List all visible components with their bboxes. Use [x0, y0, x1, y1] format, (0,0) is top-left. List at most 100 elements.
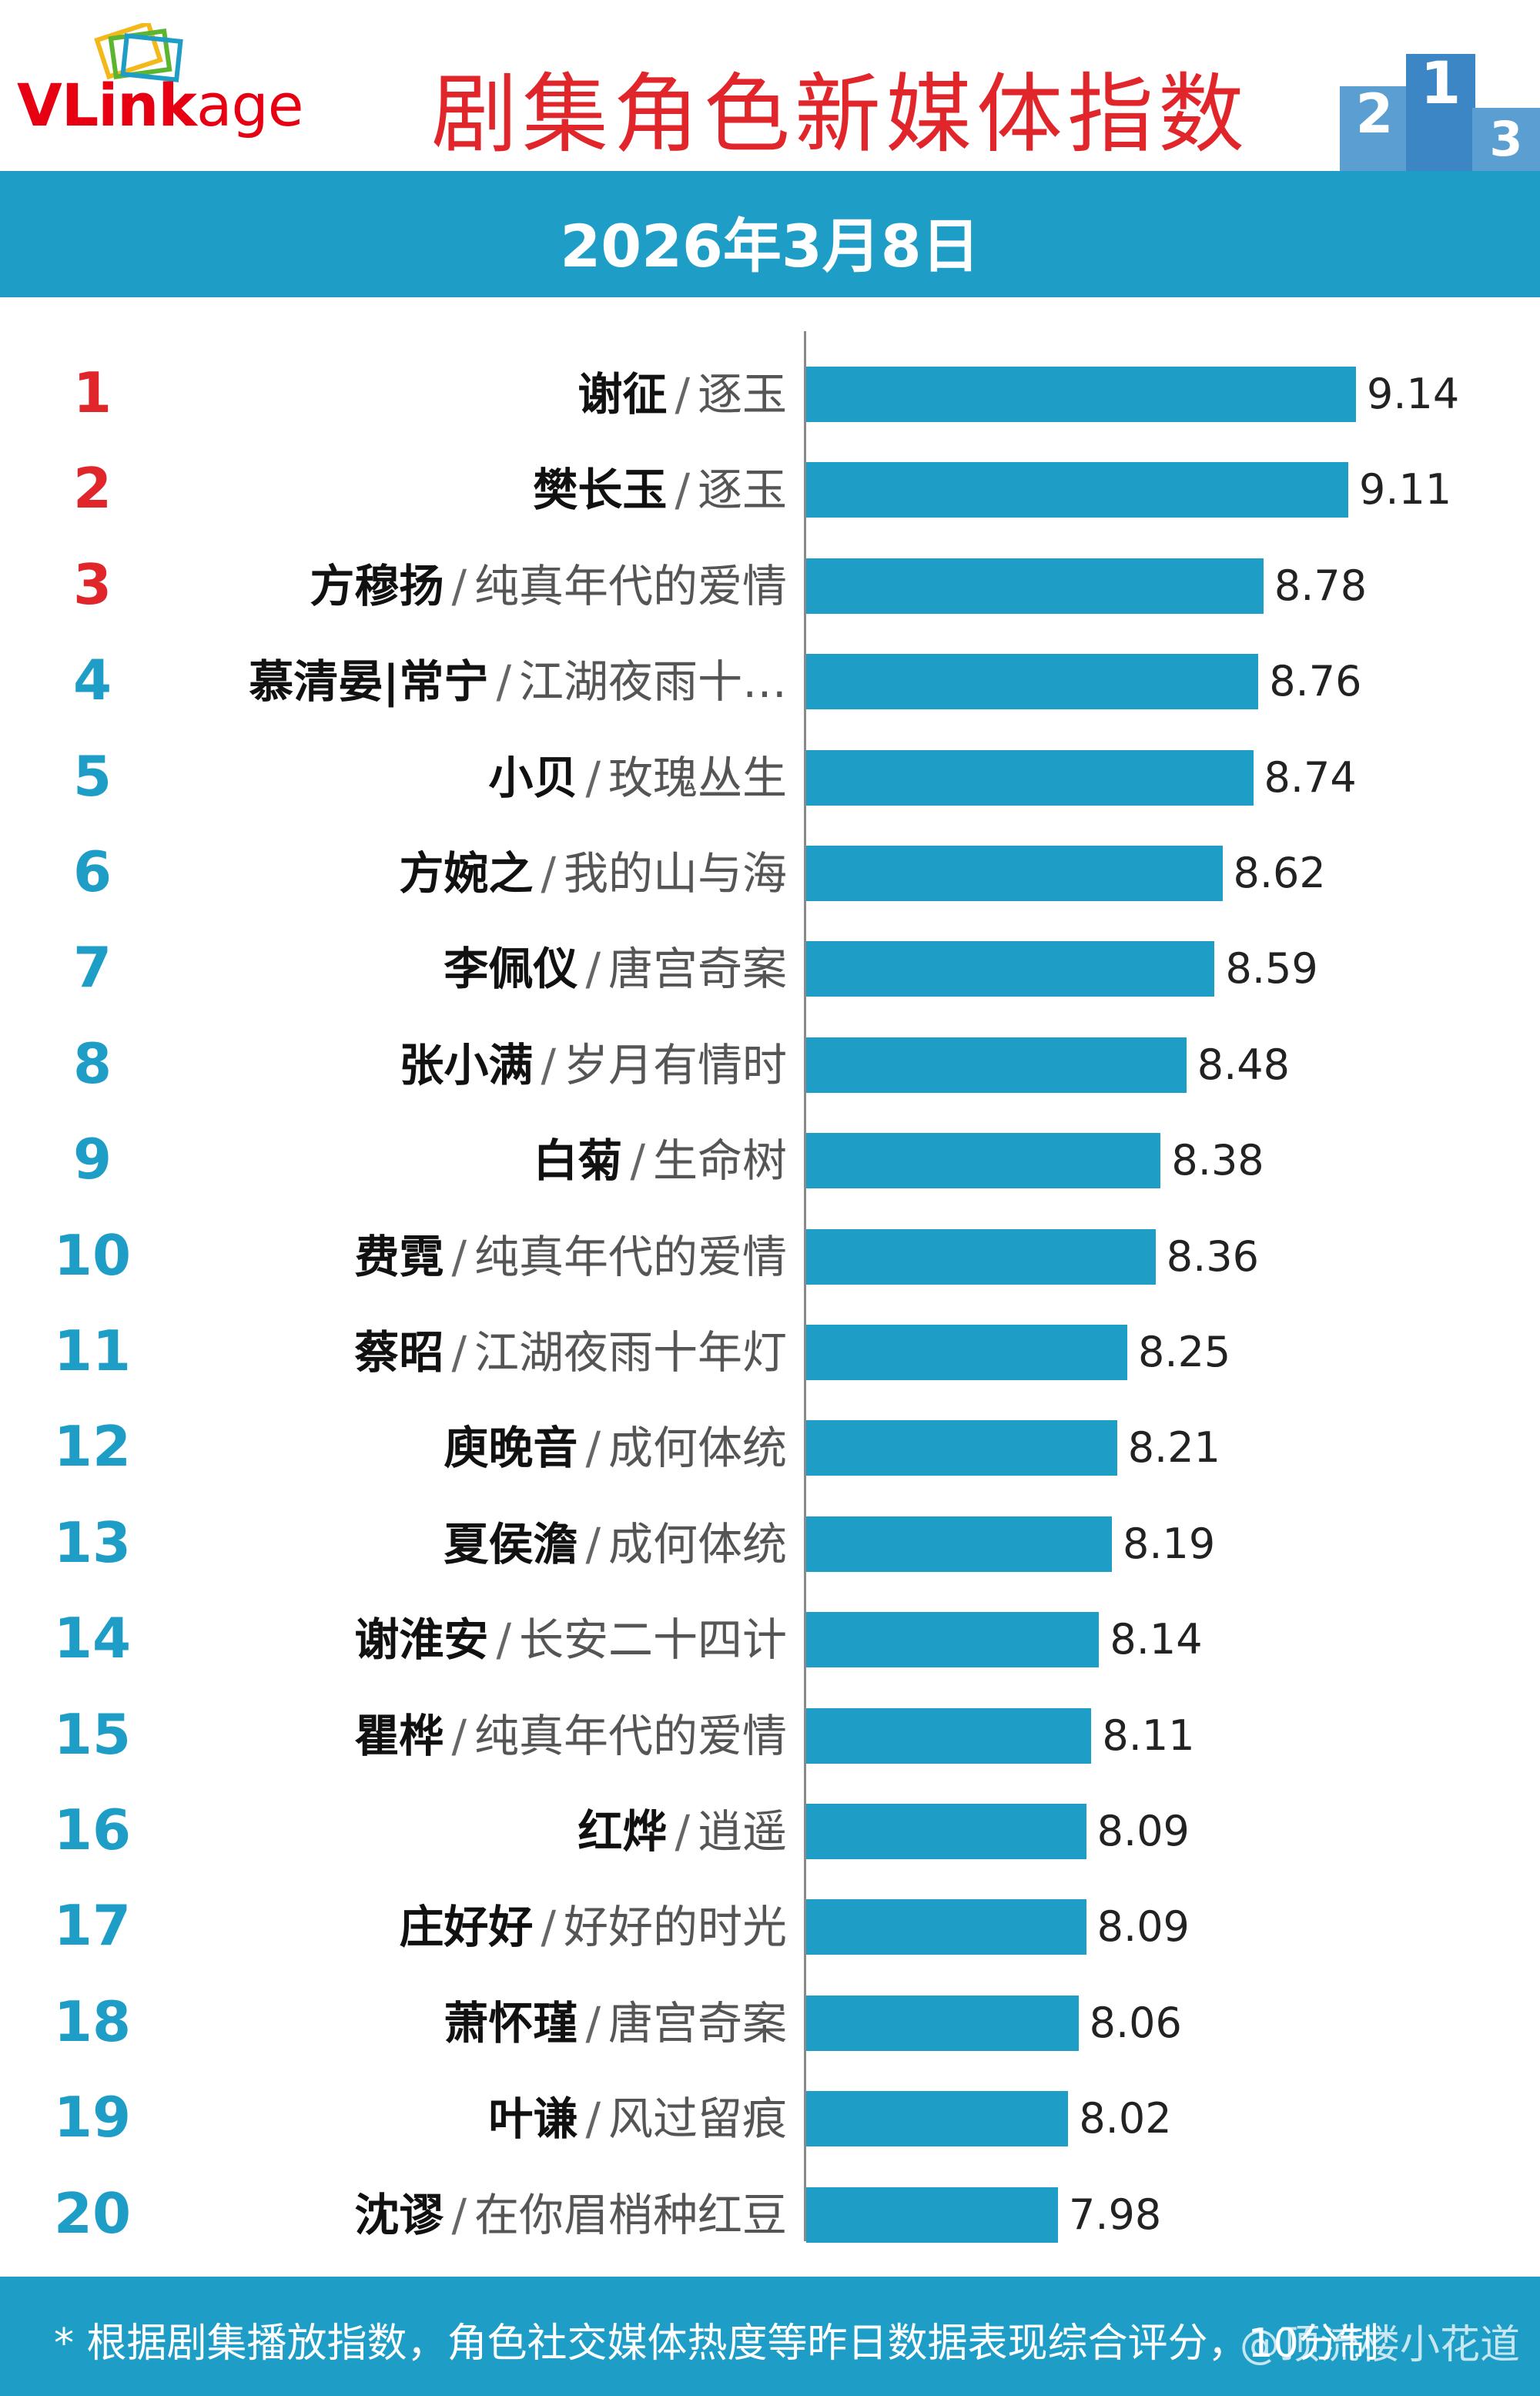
label-separator: / — [541, 847, 556, 900]
podium-label-2: 2 — [1356, 82, 1394, 146]
chart-row: 17 庄好好 / 好好的时光 8.09 — [0, 1879, 1540, 1975]
show-title: 逐玉 — [697, 464, 787, 517]
chart-bar — [806, 1420, 1117, 1476]
bar-value-label: 8.36 — [1166, 1232, 1259, 1281]
row-label: 瞿桦 / 纯真年代的爱情 — [354, 1707, 787, 1765]
label-separator: / — [585, 2093, 601, 2146]
bar-value-label: 8.76 — [1269, 657, 1362, 706]
chart-bar — [806, 558, 1264, 614]
show-title: 我的山与海 — [563, 847, 787, 900]
show-title: 唐宫奇案 — [608, 1996, 787, 2049]
bar-value-label: 7.98 — [1068, 2190, 1162, 2239]
bar-value-label: 8.11 — [1102, 1711, 1195, 1760]
podium-icon: 2 1 3 — [1340, 49, 1540, 171]
character-name: 费霓 — [354, 1230, 444, 1283]
chart-bar — [806, 1707, 1092, 1764]
rank-number: 14 — [53, 1606, 132, 1671]
show-title: 纯真年代的爱情 — [474, 559, 787, 612]
row-label: 沈谬 / 在你眉梢种红豆 — [354, 2186, 787, 2244]
chart-bar — [806, 1995, 1079, 2051]
rank-number: 8 — [72, 1030, 112, 1096]
header: VLinkage 剧集角色新媒体指数 2 1 3 — [0, 0, 1540, 171]
rank-number: 6 — [72, 839, 112, 904]
chart-row: 11 蔡昭 / 江湖夜雨十年灯 8.25 — [0, 1305, 1540, 1400]
ranking-chart: 1 谢征 / 逐玉 9.14 2 樊长玉 / 逐玉 9.11 3 方穆扬 / 纯真年代的爱情 8.78 4 慕清… — [0, 297, 1540, 2269]
row-label: 谢淮安 / 长安二十四计 — [354, 1610, 787, 1669]
character-name: 瞿桦 — [354, 1709, 444, 1762]
chart-row: 2 樊长玉 / 逐玉 9.11 — [0, 442, 1540, 538]
chart-bar — [806, 1899, 1086, 1955]
label-separator: / — [451, 2188, 467, 2241]
bar-value-label: 8.09 — [1096, 1902, 1190, 1952]
character-name: 谢淮安 — [354, 1614, 489, 1667]
rank-number: 3 — [72, 551, 112, 617]
label-separator: / — [675, 368, 690, 421]
rank-number: 9 — [72, 1127, 112, 1192]
chart-bar — [806, 1516, 1113, 1572]
chart-bar — [806, 1228, 1156, 1285]
show-title: 岁月有情时 — [563, 1038, 787, 1091]
chart-row: 15 瞿桦 / 纯真年代的爱情 8.11 — [0, 1688, 1540, 1784]
chart-bar — [806, 654, 1259, 710]
row-label: 庾晚音 / 成何体统 — [444, 1419, 787, 1477]
rank-number: 18 — [53, 1989, 132, 2054]
rank-number: 10 — [53, 1222, 132, 1288]
row-label: 樊长玉 / 逐玉 — [533, 461, 787, 519]
character-name: 李佩仪 — [444, 943, 578, 996]
character-name: 谢征 — [578, 368, 668, 421]
chart-row: 5 小贝 / 玫瑰丛生 8.74 — [0, 730, 1540, 826]
show-title: 逐玉 — [697, 368, 787, 421]
watermark: @顶流楼小花道 — [1239, 2322, 1520, 2368]
show-title: 长安二十四计 — [518, 1614, 787, 1667]
label-separator: / — [541, 1901, 556, 1954]
character-name: 慕清晏|常宁 — [249, 655, 489, 709]
label-separator: / — [496, 655, 511, 709]
row-label: 萧怀瑾 / 唐宫奇案 — [444, 1994, 787, 2053]
label-separator: / — [630, 1134, 645, 1188]
show-title: 江湖夜雨十年灯 — [474, 1326, 787, 1379]
bar-value-label: 9.11 — [1358, 465, 1452, 514]
chart-bar — [806, 941, 1215, 997]
label-separator: / — [451, 559, 467, 612]
row-label: 谢征 / 逐玉 — [578, 365, 787, 424]
character-name: 夏侯澹 — [444, 1517, 578, 1570]
rank-number: 16 — [53, 1798, 132, 1862]
label-separator: / — [585, 1517, 601, 1570]
chart-bar — [806, 1325, 1128, 1380]
bar-value-label: 8.25 — [1138, 1328, 1231, 1376]
show-title: 纯真年代的爱情 — [474, 1230, 787, 1283]
chart-row: 16 红烨 / 逍遥 8.09 — [0, 1784, 1540, 1879]
character-name: 白菊 — [533, 1134, 623, 1188]
show-title: 唐宫奇案 — [608, 943, 787, 996]
row-label: 红烨 / 逍遥 — [578, 1802, 787, 1861]
character-name: 樊长玉 — [533, 464, 668, 517]
show-title: 在你眉梢种红豆 — [474, 2188, 787, 2241]
chart-bar — [806, 367, 1356, 422]
rank-number: 19 — [53, 2085, 132, 2150]
bar-value-label: 8.74 — [1264, 752, 1357, 802]
chart-bar — [806, 1133, 1161, 1189]
show-title: 风过留痕 — [608, 2093, 787, 2146]
character-name: 蔡昭 — [354, 1326, 444, 1379]
chart-bar — [806, 1612, 1100, 1668]
bar-value-label: 8.78 — [1274, 561, 1368, 610]
podium-label-3: 3 — [1489, 111, 1522, 167]
show-title: 江湖夜雨十… — [518, 655, 787, 709]
row-label: 白菊 / 生命树 — [533, 1131, 787, 1190]
rank-number: 1 — [72, 360, 112, 425]
rank-number: 2 — [72, 456, 112, 521]
row-label: 方婉之 / 我的山与海 — [399, 844, 787, 903]
label-separator: / — [541, 1038, 556, 1091]
chart-row: 18 萧怀瑾 / 唐宫奇案 8.06 — [0, 1975, 1540, 2071]
label-separator: / — [585, 943, 601, 996]
chart-row: 9 白菊 / 生命树 8.38 — [0, 1113, 1540, 1208]
rank-number: 20 — [53, 2180, 132, 2246]
bar-value-label: 8.06 — [1089, 1998, 1182, 2047]
character-name: 叶谦 — [488, 2093, 578, 2146]
logo-frames-icon — [94, 23, 183, 82]
label-separator: / — [451, 1709, 467, 1762]
label-separator: / — [496, 1614, 511, 1667]
character-name: 小贝 — [488, 751, 578, 804]
character-name: 张小满 — [399, 1038, 534, 1091]
chart-row: 10 费霓 / 纯真年代的爱情 8.36 — [0, 1209, 1540, 1305]
